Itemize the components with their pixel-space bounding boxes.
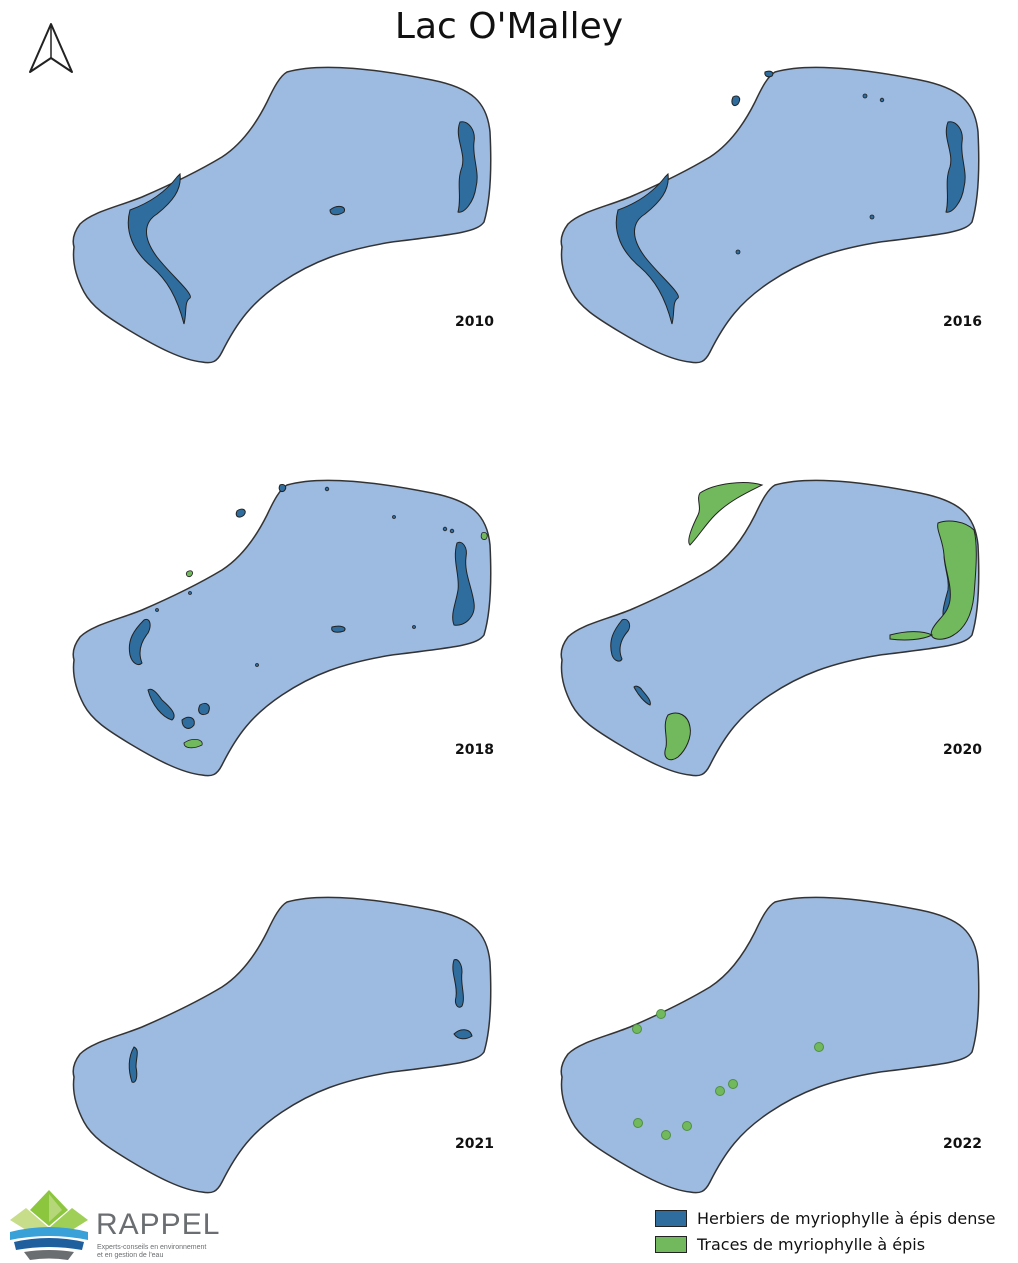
dense-bed bbox=[615, 172, 679, 325]
trace-patch bbox=[930, 520, 977, 640]
legend-swatch-dense bbox=[655, 1209, 687, 1227]
dense-bed bbox=[457, 121, 478, 213]
trace-patch bbox=[889, 631, 934, 641]
north-arrow-icon bbox=[29, 23, 73, 73]
lake-outline bbox=[72, 479, 492, 777]
dense-bed bbox=[862, 93, 868, 99]
legend-swatch-traces bbox=[655, 1235, 687, 1253]
year-label: 2016 bbox=[943, 314, 982, 330]
dense-bed bbox=[412, 625, 416, 629]
map-panel-2020: 2020 bbox=[550, 475, 990, 805]
map-panel-2018: 2018 bbox=[62, 475, 502, 805]
trace-point bbox=[632, 1024, 642, 1034]
dense-bed bbox=[731, 95, 741, 107]
trace-point bbox=[661, 1130, 671, 1140]
year-label: 2022 bbox=[943, 1136, 982, 1152]
dense-bed bbox=[188, 591, 192, 595]
trace-point bbox=[715, 1086, 725, 1096]
trace-point bbox=[633, 1118, 643, 1128]
dense-bed bbox=[442, 526, 448, 532]
map-title: Lac O'Malley bbox=[394, 6, 624, 47]
trace-patch bbox=[664, 712, 691, 761]
trace-patch bbox=[185, 570, 194, 578]
logo-tagline-line: et en gestion de l'eau bbox=[97, 1252, 164, 1259]
dense-bed bbox=[324, 486, 330, 492]
legend: Herbiers de myriophylle à épis dense Tra… bbox=[655, 1205, 996, 1257]
dense-bed bbox=[452, 541, 475, 626]
dense-bed bbox=[633, 685, 651, 706]
map-panel-2022: 2022 bbox=[550, 892, 990, 1222]
map-panel-2010: 2010 bbox=[62, 62, 502, 392]
lake-outline bbox=[560, 896, 980, 1194]
map-panel-2021: 2021 bbox=[62, 892, 502, 1222]
trace-patch bbox=[688, 482, 764, 546]
dense-bed bbox=[453, 1029, 473, 1040]
dense-bed bbox=[255, 663, 259, 667]
year-label: 2018 bbox=[455, 742, 494, 758]
trace-point bbox=[656, 1009, 666, 1019]
rappel-logo-icon bbox=[10, 1190, 88, 1260]
dense-bed bbox=[449, 528, 455, 534]
trace-point bbox=[728, 1079, 738, 1089]
year-label: 2021 bbox=[455, 1136, 494, 1152]
dense-bed bbox=[235, 508, 246, 518]
dense-bed bbox=[869, 214, 875, 220]
legend-item-traces: Traces de myriophylle à épis bbox=[655, 1231, 996, 1257]
dense-bed bbox=[329, 205, 346, 216]
trace-patch bbox=[183, 739, 203, 749]
dense-bed bbox=[945, 121, 966, 213]
legend-label: Herbiers de myriophylle à épis dense bbox=[697, 1208, 996, 1228]
dense-bed bbox=[127, 172, 191, 325]
dense-bed bbox=[764, 70, 774, 78]
dense-bed bbox=[331, 625, 346, 633]
dense-bed bbox=[879, 97, 885, 103]
year-label: 2010 bbox=[455, 314, 494, 330]
logo-tagline: Experts-conseils en environnement et en … bbox=[97, 1244, 206, 1260]
legend-item-dense: Herbiers de myriophylle à épis dense bbox=[655, 1205, 996, 1231]
dense-bed bbox=[452, 959, 464, 1008]
dense-bed bbox=[392, 515, 396, 519]
map-panel-2016: 2016 bbox=[550, 62, 990, 392]
dense-bed bbox=[735, 249, 741, 255]
trace-point bbox=[814, 1042, 824, 1052]
legend-label: Traces de myriophylle à épis bbox=[697, 1234, 926, 1254]
lake-outline bbox=[72, 896, 492, 1194]
dense-bed bbox=[278, 484, 287, 492]
dense-bed bbox=[155, 608, 159, 612]
trace-patch bbox=[480, 532, 488, 540]
dense-bed bbox=[128, 618, 151, 666]
trace-point bbox=[682, 1121, 692, 1131]
dense-bed bbox=[128, 1046, 138, 1083]
dense-bed bbox=[181, 716, 195, 729]
year-label: 2020 bbox=[943, 742, 982, 758]
dense-bed bbox=[147, 688, 175, 721]
dense-bed bbox=[610, 618, 631, 662]
logo-tagline-line: Experts-conseils en environnement bbox=[97, 1244, 207, 1251]
logo-name: RAPPEL bbox=[96, 1208, 221, 1241]
dense-bed bbox=[198, 702, 210, 716]
